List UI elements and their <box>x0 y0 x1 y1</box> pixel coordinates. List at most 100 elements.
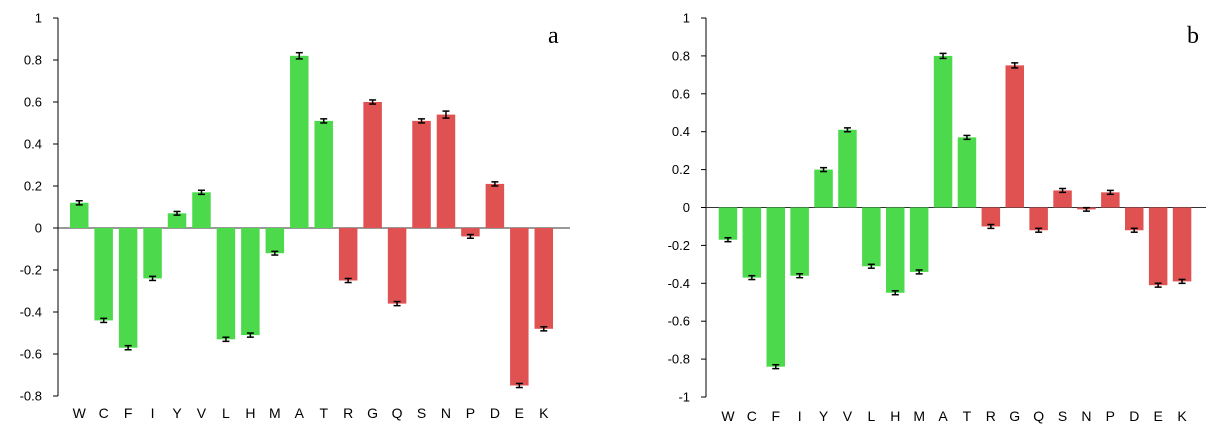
bar-S <box>1053 190 1072 208</box>
y-tick-label: -0.6 <box>668 314 690 329</box>
bar-V <box>192 192 211 228</box>
bar-Y <box>814 169 833 208</box>
bar-C <box>94 228 113 321</box>
x-tick-label-F: F <box>124 405 133 421</box>
x-tick-label-P: P <box>466 405 475 421</box>
x-tick-label-I: I <box>798 408 802 424</box>
y-tick-label: 0.8 <box>24 53 42 68</box>
y-tick-label: 0.2 <box>24 179 42 194</box>
y-tick-label: -0.8 <box>668 352 690 367</box>
x-tick-label-T: T <box>963 408 972 424</box>
x-tick-label-Q: Q <box>392 405 403 421</box>
x-tick-label-A: A <box>938 408 948 424</box>
bar-V <box>838 129 857 208</box>
panel-label: b <box>1187 23 1199 49</box>
y-tick-label: 0.2 <box>672 162 690 177</box>
x-tick-label-R: R <box>986 408 996 424</box>
y-tick-label: 0.6 <box>24 95 42 110</box>
bar-K <box>534 228 554 329</box>
bar-T <box>957 137 977 208</box>
bar-F <box>118 228 138 348</box>
bar-W <box>718 207 738 240</box>
bar-N <box>436 114 456 228</box>
bar-G <box>363 102 382 228</box>
x-tick-label-M: M <box>913 408 925 424</box>
bar-A <box>933 55 953 208</box>
bar-Y <box>167 213 187 228</box>
x-tick-label-M: M <box>269 405 281 421</box>
bar-S <box>412 120 431 228</box>
x-tick-label-N: N <box>441 405 451 421</box>
x-tick-label-S: S <box>417 405 426 421</box>
x-tick-label-H: H <box>245 405 255 421</box>
x-tick-label-K: K <box>539 405 549 421</box>
y-tick-label: -1 <box>678 390 690 405</box>
x-tick-label-C: C <box>99 405 109 421</box>
bar-E <box>510 228 529 386</box>
x-tick-label-Q: Q <box>1033 408 1044 424</box>
x-tick-label-L: L <box>867 408 875 424</box>
y-tick-label: 0.6 <box>672 86 690 101</box>
y-tick-label: 0.4 <box>672 124 690 139</box>
y-tick-label: 0.4 <box>24 137 42 152</box>
bar-R <box>338 228 358 281</box>
x-tick-label-T: T <box>319 405 328 421</box>
bar-P <box>1101 192 1120 208</box>
x-tick-label-R: R <box>343 405 353 421</box>
y-tick-label: 0 <box>35 221 42 236</box>
y-tick-label: -0.4 <box>668 276 690 291</box>
x-tick-label-W: W <box>73 405 87 421</box>
x-tick-label-C: C <box>747 408 757 424</box>
x-tick-label-S: S <box>1058 408 1067 424</box>
bar-G <box>1005 65 1024 208</box>
y-tick-label: -0.2 <box>20 263 42 278</box>
chart-panel-b: -1 -0.8 -0.6 -0.4 -0.2 0 0.2 0.4 0.6 0.8 1 W C F I Y V L H… <box>668 11 1206 424</box>
bar-H <box>886 207 905 293</box>
x-tick-label-N: N <box>1081 408 1091 424</box>
x-tick-label-D: D <box>1129 408 1139 424</box>
x-tick-label-V: V <box>197 405 207 421</box>
y-tick-label: -0.2 <box>668 238 690 253</box>
x-tick-label-Y: Y <box>819 408 829 424</box>
x-tick-label-D: D <box>490 405 500 421</box>
x-tick-label-H: H <box>890 408 900 424</box>
bar-D <box>485 183 505 228</box>
bar-M <box>909 207 929 272</box>
y-tick-label: -0.4 <box>20 305 42 320</box>
bar-I <box>790 207 809 276</box>
x-tick-label-I: I <box>151 405 155 421</box>
x-tick-label-K: K <box>1177 408 1187 424</box>
y-tick-label: 1 <box>35 11 42 26</box>
bar-M <box>265 228 285 254</box>
bar-F <box>766 207 785 367</box>
bar-Q <box>1029 207 1048 231</box>
x-tick-label-L: L <box>222 405 230 421</box>
bar-Q <box>387 228 407 304</box>
bar-C <box>742 207 762 278</box>
x-tick-label-Y: Y <box>172 405 182 421</box>
y-tick-label: 0 <box>683 200 690 215</box>
bar-E <box>1148 207 1168 286</box>
y-tick-label: 1 <box>683 11 690 26</box>
y-tick-label: -0.6 <box>20 347 42 362</box>
x-tick-label-E: E <box>515 405 524 421</box>
x-tick-label-G: G <box>367 405 378 421</box>
bar-L <box>862 207 881 267</box>
x-tick-label-G: G <box>1009 408 1020 424</box>
bar-K <box>1172 207 1192 282</box>
bar-P <box>461 228 480 237</box>
bar-A <box>290 55 309 228</box>
x-tick-label-V: V <box>843 408 853 424</box>
bar-T <box>314 120 333 228</box>
panel-label: a <box>548 23 559 49</box>
y-tick-label: -0.8 <box>20 389 42 404</box>
bar-D <box>1125 207 1144 231</box>
x-tick-label-P: P <box>1106 408 1115 424</box>
bar-I <box>143 228 162 279</box>
x-tick-label-F: F <box>771 408 780 424</box>
bar-R <box>981 207 1001 227</box>
x-tick-label-A: A <box>295 405 305 421</box>
bar-W <box>69 202 89 228</box>
x-tick-label-E: E <box>1153 408 1162 424</box>
